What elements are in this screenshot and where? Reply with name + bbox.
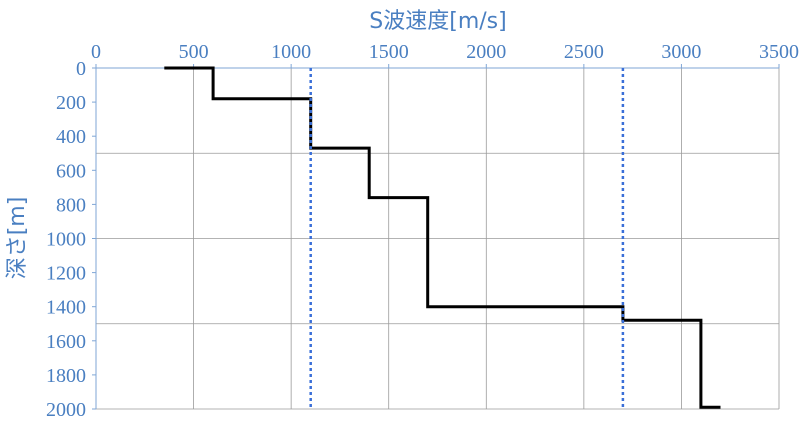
label-layer: 0 500 1000 1500 2000 2500 3000 3500 0 200 400 600 80… [46,41,799,421]
y-axis-title: 深さ[m] [5,197,30,280]
y-tick-label: 1800 [46,365,86,387]
y-tick-label: 2000 [46,399,86,421]
axis-layer [92,64,780,410]
y-tick-label: 1400 [46,297,86,319]
y-tick-label: 200 [56,92,86,114]
x-tick-label: 2500 [564,41,604,63]
velocity-profile-line [164,66,721,409]
y-tick-label: 1000 [46,229,86,251]
x-axis-title: S波速度[m/s] [369,9,506,34]
x-tick-label: 2000 [466,41,506,63]
grid-layer [96,68,780,410]
y-tick-label: 400 [56,126,86,148]
y-tick-label: 1200 [46,263,86,285]
x-tick-label: 1000 [271,41,311,63]
x-tick-label: 500 [179,41,209,63]
series-layer [164,66,721,409]
y-tick-label: 1600 [46,331,86,353]
y-tick-label: 600 [56,160,86,182]
y-tick-label: 0 [76,58,86,80]
x-tick-label: 0 [91,41,101,63]
x-tick-label: 3000 [661,41,701,63]
x-tick-label: 3500 [759,41,799,63]
x-tick-label: 1500 [369,41,409,63]
y-tick-label: 800 [56,194,86,216]
